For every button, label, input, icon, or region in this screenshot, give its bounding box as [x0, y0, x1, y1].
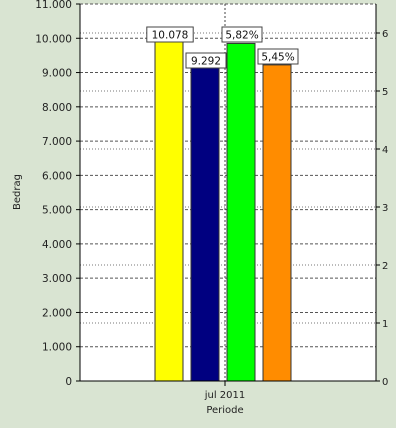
right-tick-label: 1 — [382, 319, 388, 330]
left-tick-label: 10.000 — [35, 33, 72, 45]
left-tick-label: 11.000 — [35, 0, 72, 11]
right-tick-labels: 0 1 2 3 4 5 6 — [376, 29, 388, 388]
data-label: 5,82% — [225, 30, 258, 42]
left-tick-label: 1.000 — [42, 342, 72, 354]
bar — [226, 42, 256, 382]
left-tick-label: 2.000 — [42, 307, 72, 319]
right-tick-label: 3 — [382, 203, 388, 214]
data-labels: 10.078 9.292 5,82%5,45% — [146, 26, 299, 69]
left-tick-label: 9.000 — [42, 68, 72, 80]
left-tick-labels: 0 1.000 2.000 3.000 4.000 5.000 6.000 7.000 8.00… — [35, 0, 80, 388]
right-tick-label: 5 — [382, 87, 388, 98]
right-tick-label: 2 — [382, 261, 388, 272]
data-label-box — [221, 26, 263, 43]
data-label: 9.292 — [191, 56, 221, 68]
left-tick-label: 6.000 — [42, 170, 72, 182]
left-tick-label: 0 — [65, 376, 72, 388]
left-tick-label: 4.000 — [42, 239, 72, 251]
data-label-box — [146, 26, 194, 43]
right-tick-label: 0 — [382, 377, 388, 388]
bar — [154, 35, 184, 382]
right-tick-label: 4 — [382, 145, 388, 156]
x-axis-title: Periode — [206, 405, 243, 416]
bar — [190, 62, 220, 382]
left-tick-label: 7.000 — [42, 136, 72, 148]
data-label: 10.078 — [152, 30, 189, 42]
y-axis-title: Bedrag — [12, 174, 23, 210]
bar — [262, 64, 292, 382]
x-tick-label: jul 2011 — [204, 390, 246, 401]
left-tick-label: 8.000 — [42, 102, 72, 114]
data-label: 5,45% — [261, 52, 294, 64]
right-tick-label: 6 — [382, 29, 388, 40]
data-label-box — [257, 48, 299, 65]
data-label-box — [185, 52, 227, 69]
left-tick-label: 5.000 — [42, 205, 72, 217]
left-tick-label: 3.000 — [42, 273, 72, 285]
